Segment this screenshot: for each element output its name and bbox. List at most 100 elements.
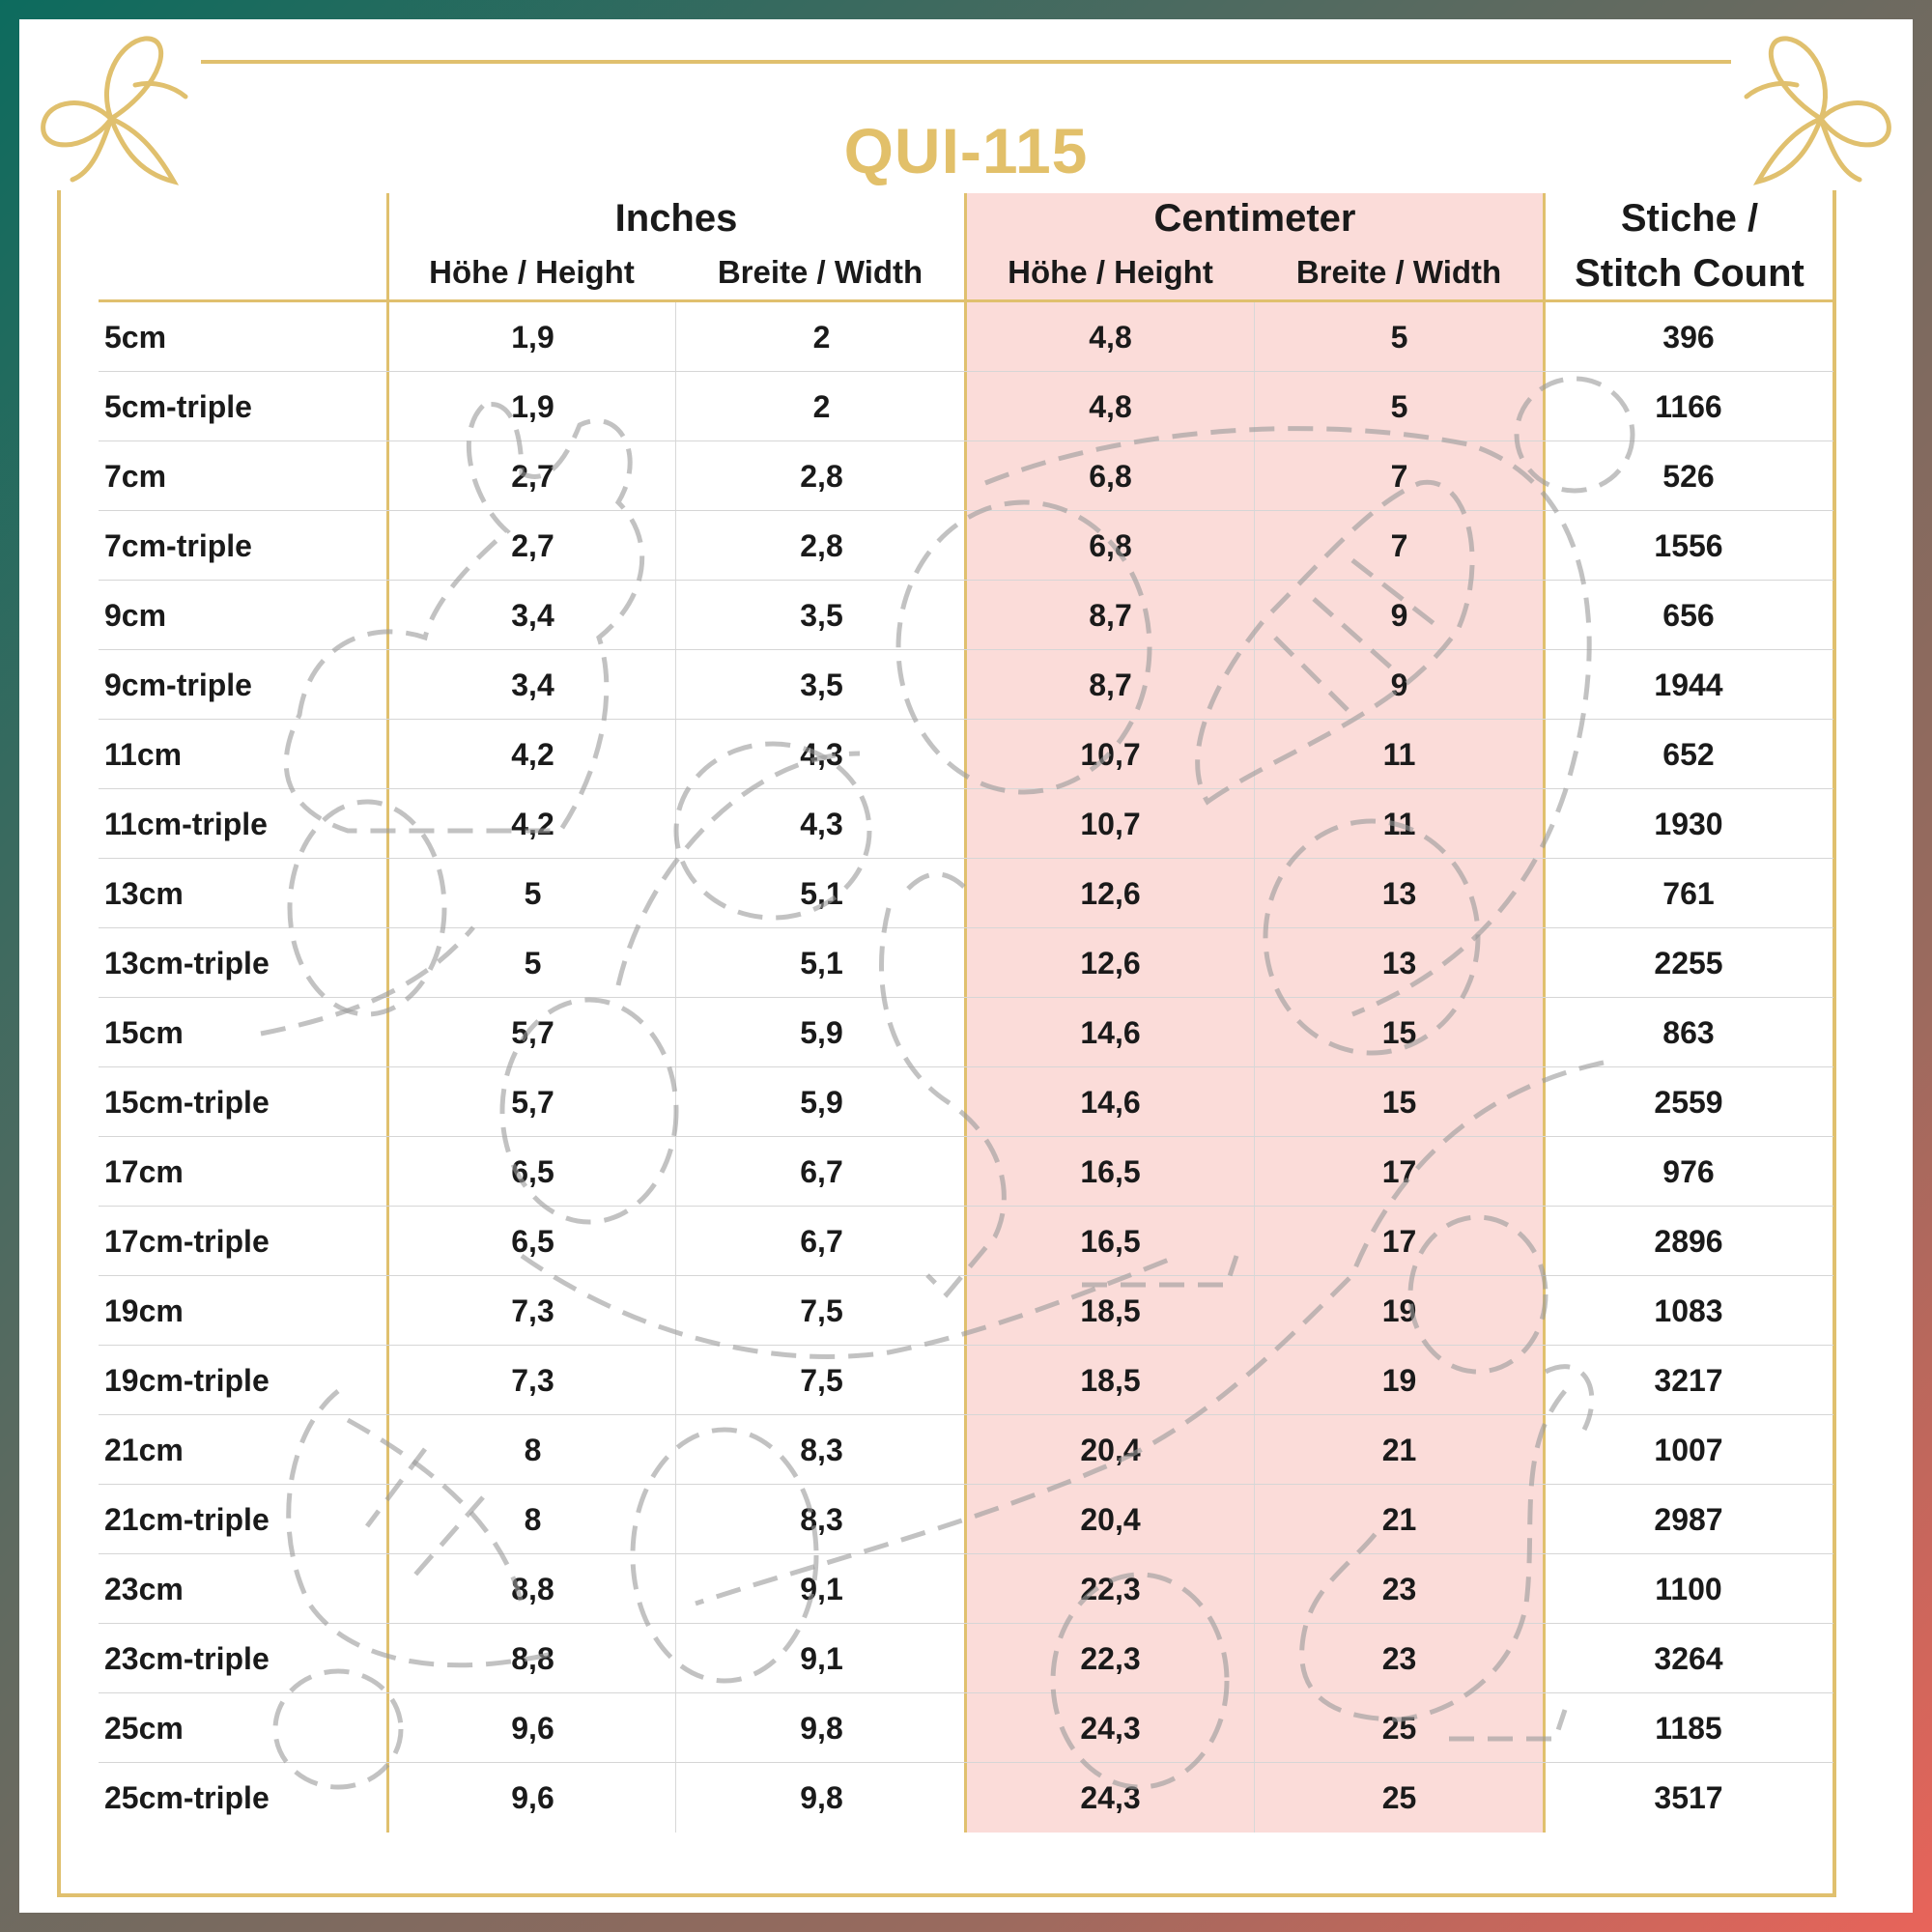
- cm-height-cell: 4,8: [1089, 320, 1132, 355]
- table-row: 19cm-triple 7,3 7,5 18,5 19 3217: [99, 1346, 1833, 1415]
- cm-height-cell: 10,7: [1080, 807, 1141, 841]
- header-rule: [99, 299, 1833, 302]
- inches-height-cell: 3,4: [511, 598, 554, 633]
- table-row: 19cm 7,3 7,5 18,5 19 1083: [99, 1276, 1833, 1346]
- cm-width-cell: 5: [1390, 389, 1408, 424]
- cm-height-cell: 6,8: [1089, 528, 1132, 563]
- cm-width-cell: 19: [1381, 1293, 1417, 1328]
- size-cell: 23cm-triple: [104, 1641, 270, 1676]
- inches-width-cell: 2,8: [800, 528, 843, 563]
- inches-width-cell: 6,7: [800, 1224, 843, 1259]
- cm-height-cell: 22,3: [1080, 1572, 1141, 1606]
- cm-height-header: Höhe / Height: [1008, 254, 1213, 290]
- inches-height-cell: 7,3: [511, 1293, 554, 1328]
- inches-height-cell: 5,7: [511, 1015, 554, 1050]
- inches-width-cell: 2: [812, 389, 831, 424]
- size-cell: 5cm: [104, 320, 167, 355]
- stitch-count-cell: 2559: [1654, 1085, 1723, 1120]
- stitch-count-cell: 3264: [1654, 1641, 1723, 1676]
- size-cell: 11cm: [104, 737, 183, 772]
- stitch-count-cell: 1944: [1654, 668, 1723, 702]
- table-row: 5cm 1,9 2 4,8 5 396: [99, 302, 1833, 372]
- stitch-count-cell: 1007: [1654, 1433, 1723, 1467]
- stitch-count-cell: 526: [1662, 459, 1715, 494]
- cm-width-cell: 9: [1390, 668, 1408, 702]
- inches-height-cell: 1,9: [511, 320, 554, 355]
- stitch-count-cell: 3217: [1654, 1363, 1723, 1398]
- inches-height-cell: 2,7: [511, 459, 554, 494]
- stitch-count-cell: 1556: [1654, 528, 1723, 563]
- stitch-count-cell: 1166: [1655, 389, 1722, 424]
- stitch-count-cell: 761: [1662, 876, 1715, 911]
- inches-height-cell: 5: [524, 876, 542, 911]
- size-cell: 13cm: [104, 876, 184, 911]
- table-row: 7cm 2,7 2,8 6,8 7 526: [99, 441, 1833, 511]
- table-row: 11cm-triple 4,2 4,3 10,7 11 1930: [99, 789, 1833, 859]
- inches-width-cell: 7,5: [800, 1363, 843, 1398]
- inches-width-cell: 6,7: [800, 1154, 843, 1189]
- inches-width-cell: 8,3: [800, 1433, 843, 1467]
- cm-height-cell: 20,4: [1080, 1433, 1141, 1467]
- cm-width-cell: 9: [1390, 598, 1408, 633]
- inches-height-cell: 8: [524, 1502, 542, 1537]
- butterfly-icon: [1744, 36, 1891, 185]
- inches-width-cell: 4,3: [800, 807, 843, 841]
- inches-width-cell: 5,9: [800, 1085, 843, 1120]
- table-row: 23cm 8,8 9,1 22,3 23 1100: [99, 1554, 1833, 1624]
- inches-width-cell: 3,5: [800, 598, 843, 633]
- table-row: 23cm-triple 8,8 9,1 22,3 23 3264: [99, 1624, 1833, 1693]
- table-row: 17cm 6,5 6,7 16,5 17 976: [99, 1137, 1833, 1207]
- stitch-count-cell: 3517: [1654, 1780, 1723, 1815]
- cm-width-cell: 23: [1381, 1641, 1417, 1676]
- size-cell: 21cm: [104, 1433, 184, 1467]
- stitch-count-cell: 2896: [1654, 1224, 1723, 1259]
- table-row: 21cm-triple 8 8,3 20,4 21 2987: [99, 1485, 1833, 1554]
- table-row: 15cm 5,7 5,9 14,6 15 863: [99, 998, 1833, 1067]
- inches-width-cell: 5,1: [800, 946, 843, 980]
- size-cell: 19cm-triple: [104, 1363, 270, 1398]
- size-cell: 19cm: [104, 1293, 184, 1328]
- cm-height-cell: 8,7: [1089, 598, 1132, 633]
- inches-width-cell: 9,1: [800, 1641, 843, 1676]
- inches-height-cell: 4,2: [511, 737, 554, 772]
- size-cell: 5cm-triple: [104, 389, 252, 424]
- size-cell: 23cm: [104, 1572, 184, 1606]
- cm-height-cell: 10,7: [1080, 737, 1141, 772]
- inches-width-cell: 8,3: [800, 1502, 843, 1537]
- inches-width-cell: 4,3: [800, 737, 843, 772]
- stitch-count-cell: 1930: [1654, 807, 1723, 841]
- size-cell: 15cm-triple: [104, 1085, 270, 1120]
- size-cell: 15cm: [104, 1015, 184, 1050]
- cm-width-cell: 15: [1381, 1015, 1417, 1050]
- cm-height-cell: 14,6: [1080, 1015, 1141, 1050]
- inches-height-cell: 1,9: [511, 389, 554, 424]
- stitch-count-cell: 652: [1662, 737, 1715, 772]
- cm-height-cell: 24,3: [1080, 1780, 1141, 1815]
- inches-height-cell: 5: [524, 946, 542, 980]
- cm-width-header: Breite / Width: [1295, 254, 1502, 290]
- inches-height-cell: 2,7: [511, 528, 554, 563]
- cm-width-cell: 17: [1381, 1224, 1417, 1259]
- cm-width-cell: 21: [1381, 1502, 1417, 1537]
- table-row: 17cm-triple 6,5 6,7 16,5 17 2896: [99, 1207, 1833, 1276]
- stitch-count-cell: 976: [1662, 1154, 1715, 1189]
- cm-height-cell: 12,6: [1080, 946, 1141, 980]
- inches-width-cell: 9,8: [800, 1780, 843, 1815]
- stitch-header-line1: Stiche /: [1620, 197, 1759, 240]
- stitch-count-cell: 2255: [1654, 946, 1723, 980]
- table-row: 25cm-triple 9,6 9,8 24,3 25 3517: [99, 1763, 1833, 1833]
- cm-height-cell: 16,5: [1080, 1224, 1141, 1259]
- inches-height-cell: 3,4: [511, 668, 554, 702]
- inches-height-cell: 6,5: [511, 1224, 554, 1259]
- cm-height-cell: 6,8: [1089, 459, 1132, 494]
- inches-height-cell: 4,2: [511, 807, 554, 841]
- size-cell: 17cm-triple: [104, 1224, 270, 1259]
- size-cell: 21cm-triple: [104, 1502, 270, 1537]
- cm-height-cell: 12,6: [1080, 876, 1141, 911]
- table-row: 13cm-triple 5 5,1 12,6 13 2255: [99, 928, 1833, 998]
- stitch-count-cell: 2987: [1654, 1502, 1723, 1537]
- table-row: 5cm-triple 1,9 2 4,8 5 1166: [99, 372, 1833, 441]
- inches-height-header: Höhe / Height: [429, 254, 635, 290]
- cm-width-cell: 11: [1382, 807, 1416, 841]
- cm-width-cell: 13: [1381, 946, 1417, 980]
